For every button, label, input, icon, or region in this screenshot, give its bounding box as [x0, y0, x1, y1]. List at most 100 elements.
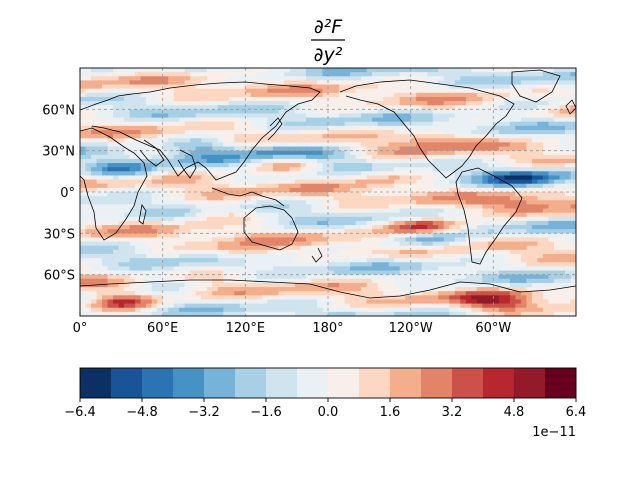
- contour-cell: [355, 125, 362, 131]
- contour-cell: [261, 291, 268, 296]
- contour-cell: [267, 125, 274, 131]
- contour-cell: [146, 146, 153, 152]
- contour-cell: [394, 200, 401, 205]
- contour-cell: [151, 212, 158, 218]
- contour-cell: [520, 237, 527, 243]
- contour-cell: [350, 146, 357, 152]
- contour-cell: [184, 117, 191, 123]
- contour-cell: [305, 196, 313, 201]
- contour-cell: [267, 192, 274, 197]
- contour-cell: [476, 192, 483, 197]
- contour-cell: [212, 187, 219, 193]
- title-numerator: ∂²F: [314, 16, 343, 38]
- contour-cell: [146, 105, 153, 110]
- contour-cell: [399, 158, 406, 164]
- contour-cell: [504, 171, 511, 177]
- contour-cell: [234, 146, 241, 152]
- contour-cell: [151, 216, 158, 222]
- contour-cell: [487, 96, 494, 102]
- contour-cell: [366, 109, 373, 115]
- contour-cell: [162, 274, 169, 280]
- contour-cell: [471, 241, 478, 247]
- contour-cell: [206, 142, 213, 148]
- contour-cell: [256, 80, 263, 86]
- contour-cell: [157, 146, 164, 152]
- contour-cell: [151, 109, 158, 115]
- contour-cell: [531, 125, 539, 131]
- contour-cell: [476, 187, 483, 193]
- contour-cell: [173, 96, 180, 102]
- contour-cell: [520, 241, 527, 247]
- contour-cell: [118, 216, 125, 222]
- contour-cell: [399, 80, 406, 86]
- contour-cell: [405, 216, 412, 222]
- contour-cell: [305, 254, 313, 259]
- contour-cell: [80, 204, 87, 210]
- contour-cell: [487, 101, 494, 106]
- contour-cell: [228, 225, 235, 230]
- contour-cell: [559, 282, 566, 288]
- contour-cell: [135, 295, 142, 301]
- contour-cell: [234, 171, 241, 177]
- contour-cell: [416, 274, 423, 280]
- contour-cell: [493, 237, 500, 243]
- contour-cell: [537, 200, 544, 205]
- contour-cell: [228, 154, 235, 160]
- contour-cell: [234, 163, 241, 168]
- contour-cell: [394, 287, 401, 292]
- contour-cell: [96, 88, 103, 94]
- contour-cell: [278, 295, 285, 301]
- contour-cell: [333, 179, 340, 185]
- contour-cell: [250, 254, 257, 259]
- contour-cell: [438, 183, 445, 189]
- contour-cell: [405, 125, 412, 131]
- contour-cell: [421, 233, 428, 239]
- contour-cell: [217, 241, 224, 247]
- contour-cell: [311, 183, 318, 189]
- contour-cell: [102, 233, 109, 239]
- contour-cell: [162, 88, 169, 94]
- contour-cell: [234, 282, 241, 288]
- contour-cell: [520, 117, 527, 123]
- contour-cell: [261, 80, 268, 86]
- contour-cell: [118, 200, 125, 205]
- contour-cell: [311, 204, 318, 210]
- contour-cell: [564, 220, 572, 226]
- contour-cell: [118, 233, 125, 239]
- contour-cell: [509, 76, 516, 81]
- contour-cell: [383, 171, 390, 177]
- contour-cell: [140, 287, 147, 292]
- contour-cell: [179, 130, 186, 135]
- contour-cell: [487, 266, 494, 272]
- contour-cell: [410, 175, 417, 181]
- contour-cell: [157, 138, 164, 143]
- contour-cell: [107, 237, 114, 243]
- contour-cell: [515, 109, 522, 115]
- contour-cell: [184, 216, 191, 222]
- contour-cell: [118, 282, 125, 288]
- contour-cell: [118, 125, 125, 131]
- contour-cell: [454, 183, 461, 189]
- contour-cell: [531, 117, 539, 123]
- contour-cell: [96, 68, 103, 73]
- contour-cell: [564, 258, 572, 263]
- contour-cell: [487, 192, 494, 197]
- contour-cell: [443, 287, 450, 292]
- contour-cell: [482, 96, 489, 102]
- contour-cell: [410, 146, 417, 152]
- contour-cell: [410, 179, 417, 185]
- contour-cell: [432, 220, 439, 226]
- contour-cell: [267, 220, 274, 226]
- contour-cell: [173, 101, 180, 106]
- contour-cell: [234, 196, 241, 201]
- contour-cell: [504, 196, 511, 201]
- contour-cell: [421, 138, 428, 143]
- contour-cell: [217, 121, 224, 127]
- contour-cell: [553, 130, 561, 135]
- contour-cell: [289, 101, 296, 106]
- contour-cell: [278, 175, 285, 181]
- contour-cell: [531, 84, 539, 90]
- contour-cell: [278, 130, 285, 135]
- contour-cell: [179, 146, 186, 152]
